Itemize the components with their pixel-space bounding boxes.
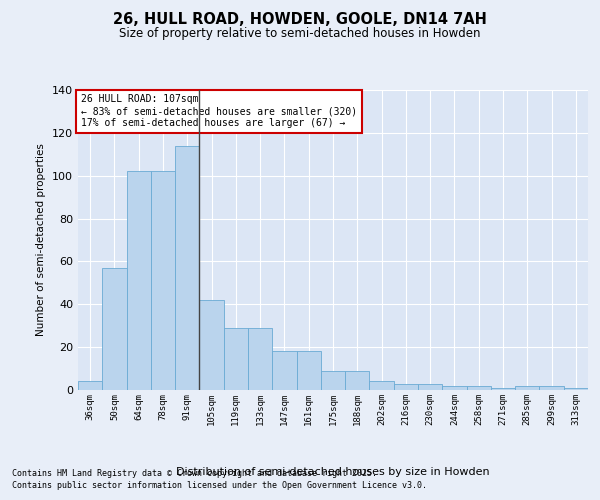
Bar bbox=[467, 386, 491, 390]
Bar bbox=[102, 268, 127, 390]
Bar bbox=[175, 146, 199, 390]
Bar bbox=[78, 382, 102, 390]
Bar bbox=[296, 352, 321, 390]
X-axis label: Distribution of semi-detached houses by size in Howden: Distribution of semi-detached houses by … bbox=[176, 466, 490, 476]
Y-axis label: Number of semi-detached properties: Number of semi-detached properties bbox=[37, 144, 46, 336]
Bar bbox=[418, 384, 442, 390]
Text: 26 HULL ROAD: 107sqm
← 83% of semi-detached houses are smaller (320)
17% of semi: 26 HULL ROAD: 107sqm ← 83% of semi-detac… bbox=[80, 94, 356, 128]
Text: 26, HULL ROAD, HOWDEN, GOOLE, DN14 7AH: 26, HULL ROAD, HOWDEN, GOOLE, DN14 7AH bbox=[113, 12, 487, 28]
Bar bbox=[127, 172, 151, 390]
Bar bbox=[248, 328, 272, 390]
Bar bbox=[199, 300, 224, 390]
Bar bbox=[515, 386, 539, 390]
Text: Contains HM Land Registry data © Crown copyright and database right 2025.: Contains HM Land Registry data © Crown c… bbox=[12, 468, 377, 477]
Bar bbox=[321, 370, 345, 390]
Bar bbox=[345, 370, 370, 390]
Text: Contains public sector information licensed under the Open Government Licence v3: Contains public sector information licen… bbox=[12, 481, 427, 490]
Bar bbox=[394, 384, 418, 390]
Bar bbox=[370, 382, 394, 390]
Bar bbox=[442, 386, 467, 390]
Bar bbox=[224, 328, 248, 390]
Bar bbox=[491, 388, 515, 390]
Bar bbox=[564, 388, 588, 390]
Bar bbox=[272, 352, 296, 390]
Bar bbox=[151, 172, 175, 390]
Text: Size of property relative to semi-detached houses in Howden: Size of property relative to semi-detach… bbox=[119, 28, 481, 40]
Bar bbox=[539, 386, 564, 390]
